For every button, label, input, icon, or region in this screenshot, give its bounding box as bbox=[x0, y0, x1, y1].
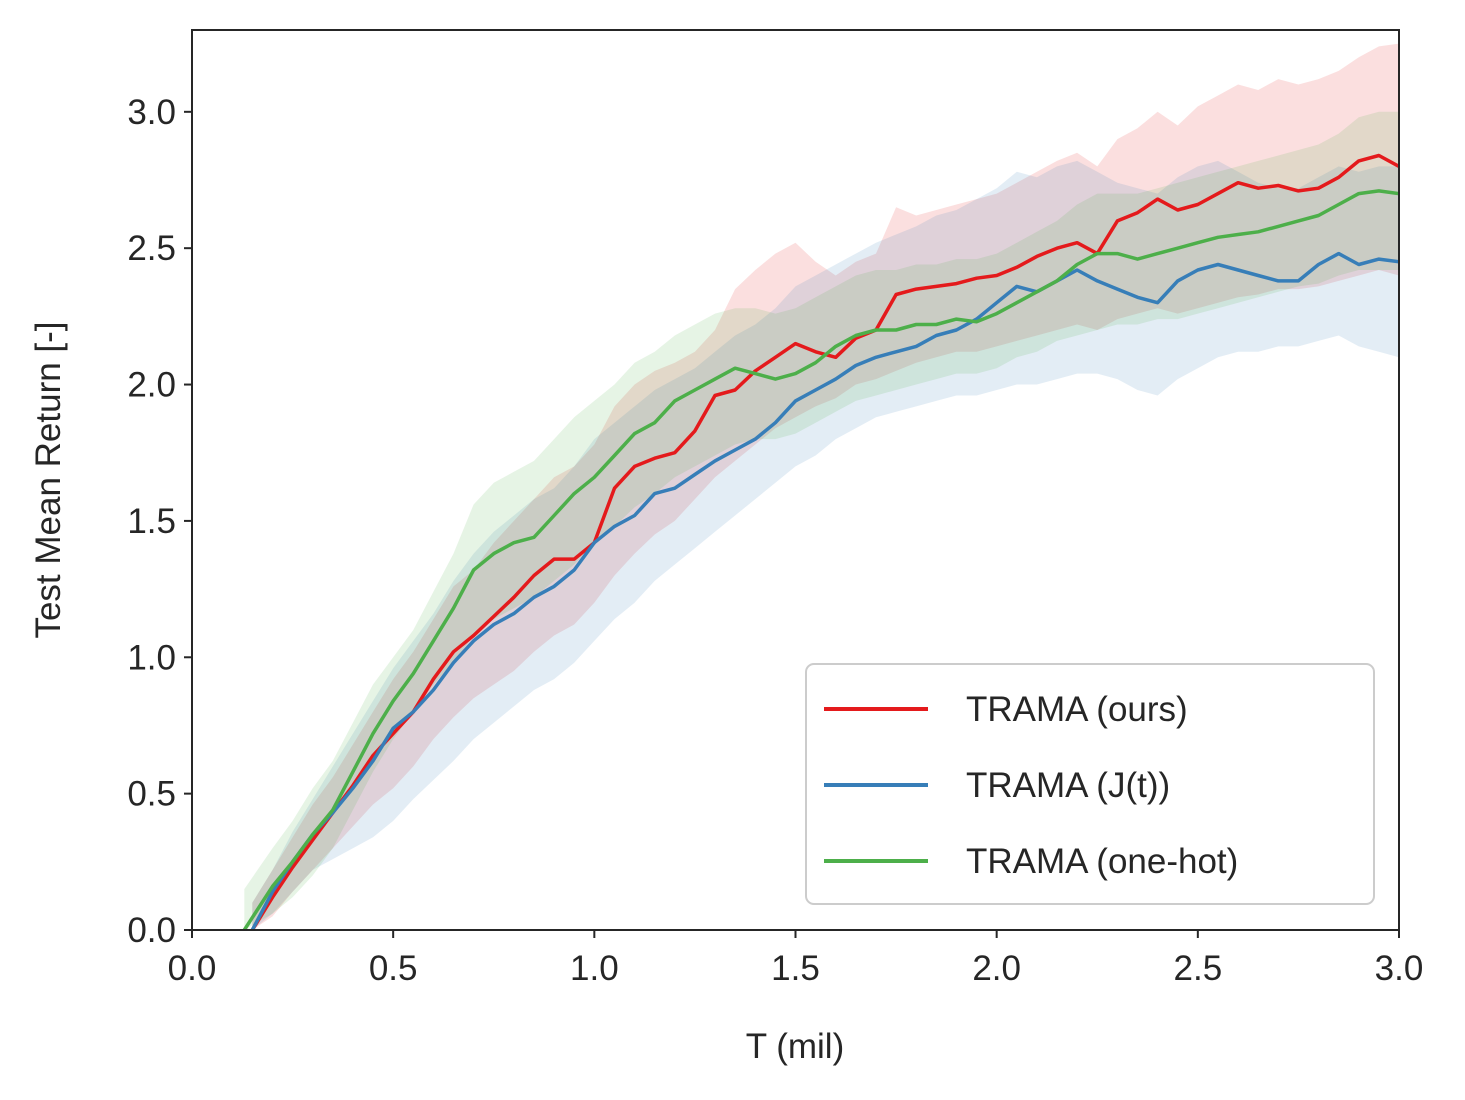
confidence-band-1 bbox=[252, 160, 1399, 930]
x-tick-label: 1.5 bbox=[771, 949, 820, 988]
series-lines bbox=[242, 153, 1400, 931]
y-tick-label: 2.5 bbox=[127, 229, 176, 268]
x-tick-label: 1.0 bbox=[570, 949, 619, 988]
series-line-2 bbox=[242, 189, 1400, 931]
confidence-band-0 bbox=[252, 43, 1399, 931]
legend: TRAMA (ours) TRAMA (J(t)) TRAMA (one-hot) bbox=[805, 663, 1375, 905]
y-tick-label: 1.5 bbox=[127, 502, 176, 541]
y-tick-label: 1.0 bbox=[127, 638, 176, 677]
legend-box bbox=[805, 663, 1375, 905]
y-axis-ticks: 0.0 0.5 1.0 1.5 2.0 2.5 3.0 bbox=[127, 93, 192, 950]
x-tick-label: 3.0 bbox=[1375, 949, 1424, 988]
x-axis-label: T (mil) bbox=[746, 1027, 845, 1066]
x-tick-label: 0.5 bbox=[369, 949, 418, 988]
y-tick-label: 0.5 bbox=[127, 775, 176, 814]
x-tick-label: 2.0 bbox=[972, 949, 1021, 988]
y-tick-label: 2.0 bbox=[127, 366, 176, 405]
confidence-bands bbox=[244, 43, 1399, 931]
y-tick-label: 0.0 bbox=[127, 911, 176, 950]
confidence-band-2 bbox=[244, 111, 1399, 931]
series-line-1 bbox=[250, 251, 1400, 931]
legend-label: TRAMA (ours) bbox=[966, 690, 1188, 729]
y-axis-label: Test Mean Return [-] bbox=[29, 321, 68, 638]
y-tick-label: 3.0 bbox=[127, 93, 176, 132]
legend-label: TRAMA (J(t)) bbox=[966, 766, 1170, 805]
x-tick-label: 2.5 bbox=[1174, 949, 1223, 988]
x-axis-ticks: 0.0 0.5 1.0 1.5 2.0 2.5 3.0 bbox=[168, 930, 1424, 988]
x-tick-label: 0.0 bbox=[168, 949, 217, 988]
legend-label: TRAMA (one-hot) bbox=[966, 842, 1238, 881]
